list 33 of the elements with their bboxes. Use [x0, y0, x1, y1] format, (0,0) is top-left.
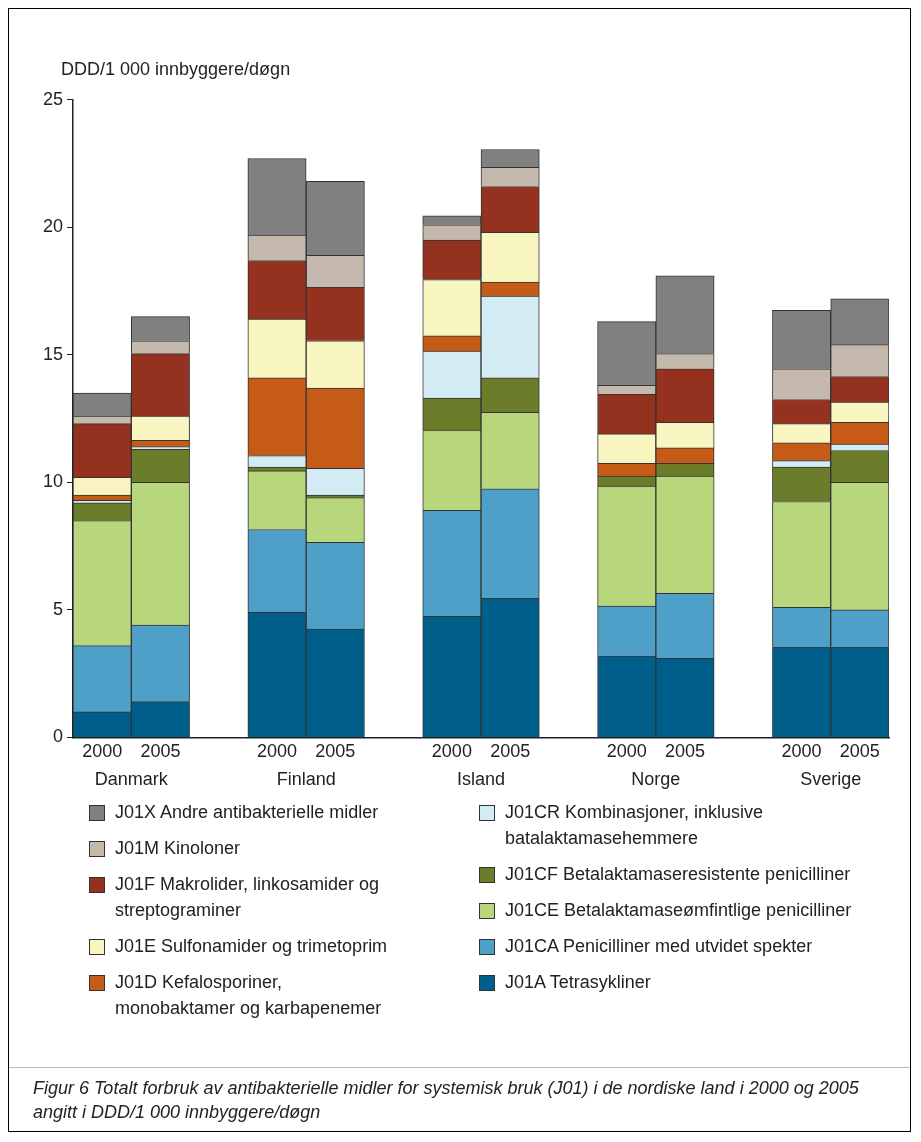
- x-tick-label: 2000: [256, 741, 298, 762]
- text: Finland: [276, 768, 336, 789]
- x-tick-label: 2000: [781, 741, 822, 762]
- legend-label: J01X Andre antibakterielle midler: [115, 801, 379, 824]
- legend-label: J01A Tetrasykliner: [505, 971, 651, 994]
- y-tick-label: 15: [42, 343, 64, 364]
- text: Island: [456, 768, 506, 789]
- legend-label: J01CA Penicilliner med utvidet spekter: [505, 935, 813, 958]
- legend-label: J01F Makrolider, linkosamider og streptograminer: [115, 873, 381, 922]
- legend-label: J01E Sulfonamider og trimetoprim: [115, 935, 388, 958]
- y-tick-label: 25: [42, 88, 64, 109]
- x-tick-label: 2000: [82, 741, 123, 762]
- x-tick-label: 2005: [315, 741, 356, 762]
- y-tick-label: 0: [53, 726, 64, 747]
- text: Danmark: [94, 768, 169, 789]
- text: Figur 6 Totalt forbruk av antibakterielle midler for systemisk bruk (J01) i de nordiske land i 2000 og 2005 angitt i DDD/1 000 innbyggere/døgn: [33, 1077, 860, 1124]
- text: Norge: [631, 768, 681, 789]
- x-tick-label: 2005: [664, 741, 706, 762]
- legend-label: J01D Kefalosporiner, monobaktamer og karbapenemer: [115, 971, 383, 1020]
- y-tick-label: 10: [42, 471, 64, 492]
- legend-label: J01CE Betalaktamaseømfintlige penicilliner: [505, 899, 852, 922]
- x-tick-label: 2005: [490, 741, 531, 762]
- x-tick-label: 2000: [606, 741, 647, 762]
- y-tick-label: 20: [42, 216, 64, 237]
- legend-label: J01CF Betalaktamaseresistente penicilliner: [505, 863, 851, 886]
- x-tick-label: 2005: [140, 741, 181, 762]
- x-tick-label: 2005: [839, 741, 880, 762]
- text: Sverige: [800, 768, 862, 789]
- y-axis-title: DDD/1 000 innbyggere/døgn: [61, 59, 291, 80]
- legend-label: J01CR Kombinasjoner, inklusive batalaktamasehemmere: [505, 801, 765, 850]
- y-tick-label: 5: [53, 598, 64, 619]
- x-tick-label: 2000: [431, 741, 472, 762]
- legend-label: J01M Kinoloner: [115, 837, 241, 860]
